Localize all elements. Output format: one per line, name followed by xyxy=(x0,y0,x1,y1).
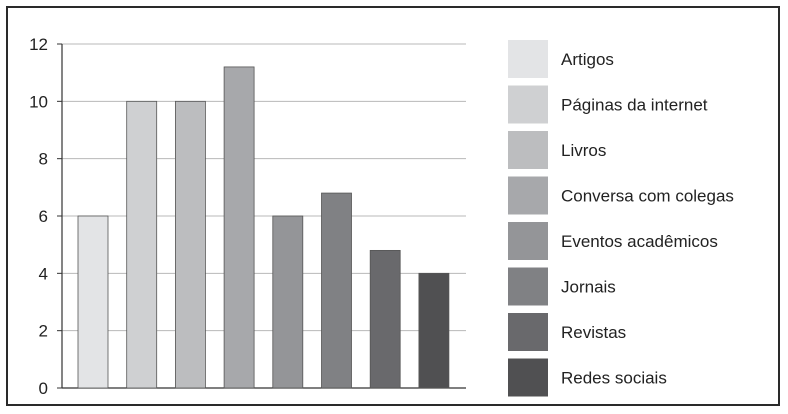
bar-eventos-acad-micos xyxy=(272,215,304,389)
legend-label: Jornais xyxy=(561,278,616,297)
legend-label: Páginas da internet xyxy=(561,96,708,115)
bar-artigos xyxy=(77,215,109,389)
legend-swatch xyxy=(508,222,548,260)
bar-redes-sociais xyxy=(418,272,450,389)
legend-label: Eventos acadêmicos xyxy=(561,232,718,251)
legend: Artigos Páginas da internet Livros Conversa… xyxy=(508,40,734,397)
legend-label: Redes sociais xyxy=(561,369,667,388)
bar-livros xyxy=(174,100,206,389)
bar-revistas xyxy=(369,249,401,389)
y-tick-label: 6 xyxy=(39,207,48,226)
y-tick-label: 4 xyxy=(39,264,48,283)
legend-label: Livros xyxy=(561,141,606,160)
bar-p-ginas-da-internet xyxy=(126,100,158,389)
bar-conversa-com-colegas xyxy=(223,66,255,389)
y-tick-label: 12 xyxy=(29,35,48,54)
legend-swatch xyxy=(508,85,548,124)
grid-lines xyxy=(62,43,466,332)
legend-label: Conversa com colegas xyxy=(561,187,734,206)
legend-label: Artigos xyxy=(561,50,614,69)
y-tick-labels: 0 2 4 6 8 10 12 xyxy=(29,35,48,398)
bar-jornais xyxy=(321,192,352,389)
legend-swatch xyxy=(508,40,548,78)
legend-label: Revistas xyxy=(561,323,626,342)
y-tick-label: 0 xyxy=(39,379,48,398)
legend-swatch xyxy=(508,267,548,306)
bars xyxy=(77,66,450,389)
legend-swatch xyxy=(508,131,548,169)
legend-swatch xyxy=(508,358,548,397)
legend-swatch xyxy=(508,313,548,351)
y-tick-label: 8 xyxy=(39,150,48,169)
y-tick-label: 10 xyxy=(29,92,48,111)
legend-swatch xyxy=(508,176,548,215)
y-tick-label: 2 xyxy=(39,322,48,341)
